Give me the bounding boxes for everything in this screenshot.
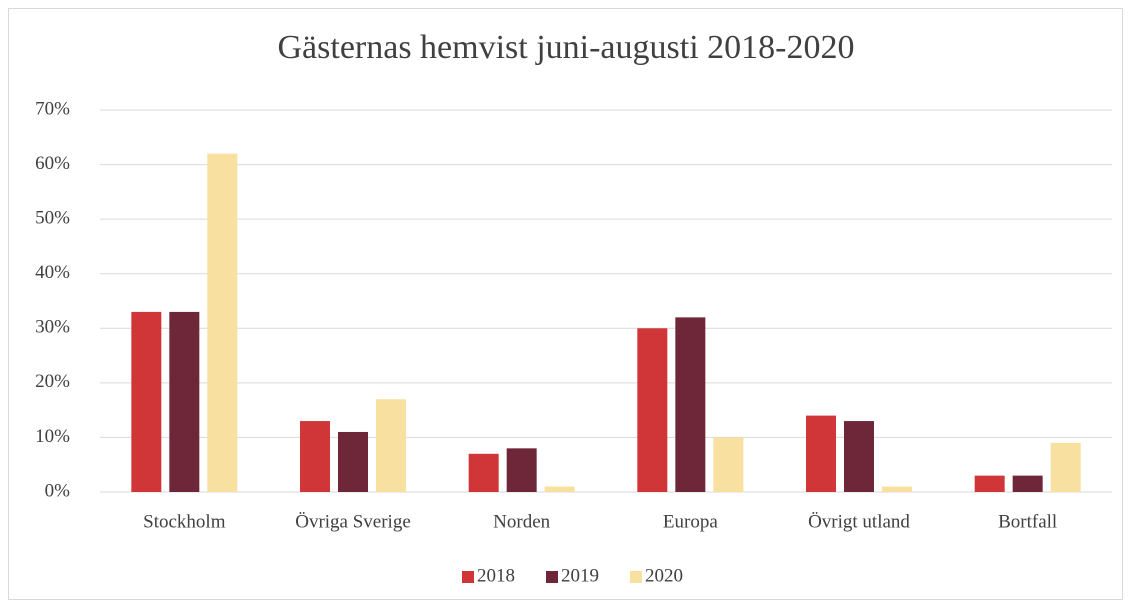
- chart-border: [8, 8, 1123, 600]
- bar: [468, 453, 499, 492]
- y-tick-label: 10%: [35, 426, 70, 447]
- bar: [169, 311, 200, 492]
- bar: [131, 311, 162, 492]
- y-tick-label: 60%: [35, 153, 70, 174]
- bar: [974, 475, 1005, 492]
- y-tick-label: 0%: [45, 480, 71, 501]
- bar: [338, 431, 368, 492]
- bar: [376, 399, 406, 492]
- bar: [675, 317, 706, 492]
- legend-swatch: [630, 571, 642, 583]
- y-tick-label: 20%: [35, 371, 70, 392]
- x-tick-label: Övrigt utland: [808, 511, 910, 532]
- x-tick-label: Bortfall: [998, 511, 1057, 532]
- bar: [713, 437, 744, 492]
- y-tick-label: 70%: [35, 98, 70, 119]
- bar: [1012, 475, 1043, 492]
- y-tick-label: 30%: [35, 317, 70, 338]
- bar: [207, 153, 238, 492]
- bar: [1050, 442, 1081, 492]
- bar: [506, 448, 537, 492]
- x-tick-label: Europa: [663, 511, 718, 532]
- bar: [806, 415, 836, 492]
- legend-swatch: [546, 571, 558, 583]
- x-tick-label: Stockholm: [143, 511, 226, 532]
- bar: [544, 486, 575, 492]
- legend-label: 2020: [645, 565, 683, 586]
- x-tick-label: Övriga Sverige: [295, 511, 411, 532]
- y-tick-label: 50%: [35, 208, 70, 229]
- bar: [637, 328, 668, 492]
- legend-label: 2018: [477, 565, 515, 586]
- bar: [844, 421, 874, 492]
- y-tick-label: 40%: [35, 262, 70, 283]
- bar: [300, 421, 330, 492]
- x-tick-label: Norden: [493, 511, 550, 532]
- legend-label: 2019: [561, 565, 599, 586]
- legend-swatch: [462, 571, 474, 583]
- bar: [882, 486, 912, 492]
- chart-title: Gästernas hemvist juni-augusti 2018-2020: [278, 29, 855, 66]
